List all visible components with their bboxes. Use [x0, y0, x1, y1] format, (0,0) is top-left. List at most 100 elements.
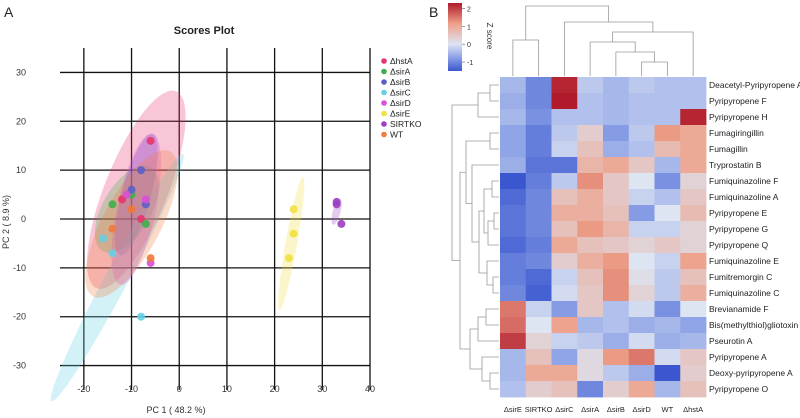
data-point — [284, 254, 293, 263]
dendrogram-link — [465, 140, 490, 204]
heatmap-cell — [500, 189, 527, 206]
data-point — [98, 234, 107, 243]
heatmap-cell — [525, 205, 552, 222]
legend-label: WT — [390, 130, 403, 140]
heatmap-cell — [577, 269, 604, 286]
heatmap-cell — [654, 301, 681, 318]
heatmap-cell — [628, 173, 655, 190]
column-label: WT — [662, 405, 674, 414]
heatmap-cell — [525, 285, 552, 302]
data-point — [108, 200, 117, 209]
heatmap-cell — [603, 189, 630, 206]
row-dendrogram — [451, 84, 499, 390]
heatmap-cell — [654, 221, 681, 238]
data-point — [137, 166, 146, 175]
legend-marker — [381, 121, 387, 127]
heatmap-cell — [628, 93, 655, 110]
heatmap-cell — [551, 77, 578, 94]
dendrogram-link — [469, 328, 482, 370]
heatmap-cell — [525, 333, 552, 350]
heatmap-cell — [603, 93, 630, 110]
heatmap-cell — [603, 157, 630, 174]
heatmap-cell — [500, 141, 527, 158]
heatmap-cell — [551, 141, 578, 158]
column-dendrogram — [512, 5, 694, 76]
heatmap-cell — [525, 173, 552, 190]
heatmap-cell — [654, 141, 681, 158]
heatmap-cell — [603, 365, 630, 382]
heatmap-cell — [577, 349, 604, 366]
heatmap-cells — [500, 77, 707, 398]
heatmap-cell — [654, 253, 681, 270]
heatmap-cell — [500, 221, 527, 238]
legend-label: ΔhstA — [390, 56, 413, 66]
row-label: Pyripyropene F — [709, 96, 767, 106]
heatmap-cell — [654, 269, 681, 286]
legend-marker — [381, 100, 387, 106]
heatmap-cell — [551, 317, 578, 334]
heatmap-cell — [628, 333, 655, 350]
dendrogram-link — [459, 171, 470, 350]
confidence-ellipse — [278, 176, 305, 310]
heatmap-cell — [654, 173, 681, 190]
legend-marker — [381, 58, 387, 64]
scores-plot-y-label: PC 2 ( 8.9 %) — [1, 195, 11, 249]
confidence-ellipse — [50, 153, 184, 402]
heatmap-cell — [654, 93, 681, 110]
heatmap-cell — [551, 157, 578, 174]
heatmap-cell — [500, 93, 527, 110]
heatmap-cell — [551, 189, 578, 206]
column-label: SIRTKO — [525, 405, 553, 414]
heatmap-cell — [680, 125, 707, 142]
legend-label: ΔsirA — [390, 67, 411, 77]
heatmap-cell — [603, 237, 630, 254]
heatmap-cell — [628, 221, 655, 238]
heatmap-cell — [500, 157, 527, 174]
dendrogram-link — [477, 316, 499, 342]
dendrogram-link — [489, 132, 499, 150]
heatmap-cell — [577, 301, 604, 318]
heatmap-cell — [603, 381, 630, 398]
heatmap-cell — [654, 381, 681, 398]
heatmap-cell — [525, 109, 552, 126]
dendrogram-link — [481, 356, 499, 382]
y-tick-label: -20 — [13, 312, 26, 322]
scores-plot-points — [98, 136, 346, 321]
row-label: Brevianamide F — [709, 304, 769, 314]
legend-label: ΔsirE — [390, 109, 411, 119]
row-label: Fumagiringillin — [709, 128, 764, 138]
heatmap-cell — [525, 317, 552, 334]
heatmap-cell — [551, 365, 578, 382]
heatmap-cell — [603, 253, 630, 270]
heatmap-cell — [603, 349, 630, 366]
heatmap-cell — [551, 109, 578, 126]
x-tick-label: 30 — [317, 384, 327, 394]
heatmap-cell — [500, 173, 527, 190]
heatmap-cell — [577, 141, 604, 158]
heatmap-cell — [577, 253, 604, 270]
data-point — [332, 197, 341, 206]
confidence-ellipse — [114, 133, 158, 256]
row-label: Fumiquinazoline E — [709, 256, 779, 266]
row-label: Fumiquinazoline F — [709, 176, 778, 186]
data-point — [127, 205, 136, 214]
dendrogram-link — [589, 41, 636, 76]
confidence-ellipse — [87, 90, 186, 289]
heatmap-cell — [603, 317, 630, 334]
heatmap-cell — [603, 333, 630, 350]
heatmap-cell — [654, 109, 681, 126]
heatmap-cell — [525, 93, 552, 110]
heatmap-cell — [525, 365, 552, 382]
heatmap-cell — [628, 253, 655, 270]
heatmap-cell — [551, 237, 578, 254]
legend-label: ΔsirD — [390, 98, 411, 108]
data-point — [108, 224, 117, 233]
data-point — [108, 249, 117, 258]
heatmap-cell — [628, 77, 655, 94]
heatmap-cell — [654, 285, 681, 302]
heatmap-cell — [628, 125, 655, 142]
heatmap-cell — [628, 141, 655, 158]
heatmap-cell — [680, 173, 707, 190]
heatmap-cell — [577, 365, 604, 382]
